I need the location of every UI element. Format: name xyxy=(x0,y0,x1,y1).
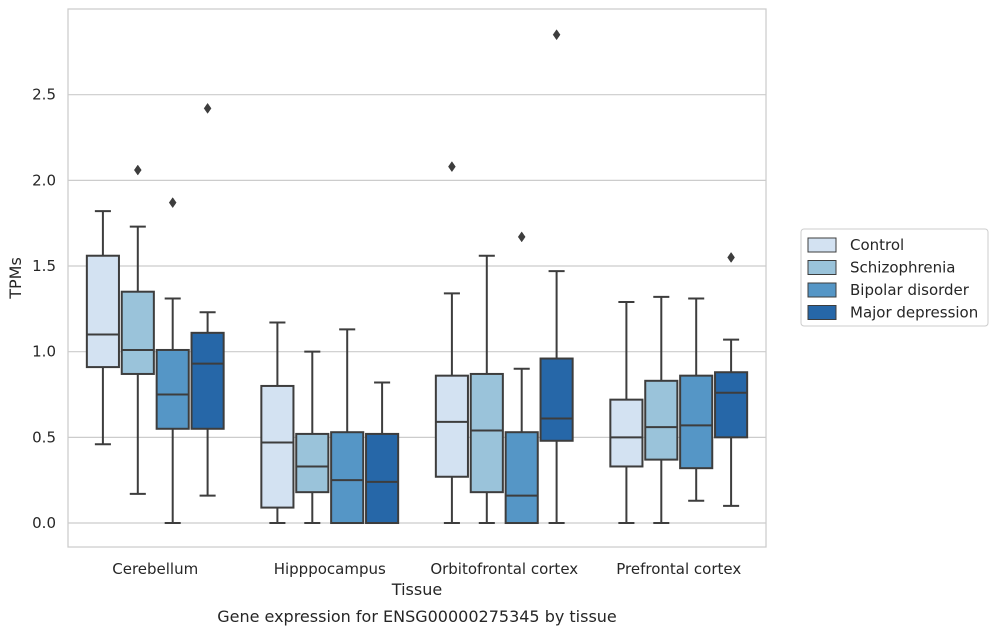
legend-label: Bipolar disorder xyxy=(850,281,970,299)
outlier-point xyxy=(448,161,456,173)
legend-swatch xyxy=(807,282,837,298)
box-bipolar-disorder xyxy=(679,297,714,502)
box-major-depression xyxy=(365,381,400,525)
y-tick-label: 0.5 xyxy=(32,428,56,446)
y-tick-label: 1.5 xyxy=(32,257,56,275)
iqr-box xyxy=(260,384,295,509)
iqr-box xyxy=(469,372,504,494)
y-tick-label: 1.0 xyxy=(32,343,56,361)
box-major-depression xyxy=(714,252,749,507)
legend-label: Schizophrenia xyxy=(850,259,955,277)
legend-swatch xyxy=(807,237,837,253)
legend-swatch xyxy=(807,305,837,320)
box-schizophrenia xyxy=(644,295,679,525)
legend-label: Major depression xyxy=(850,304,978,322)
box-bipolar-disorder xyxy=(504,231,539,525)
outlier-point xyxy=(203,102,212,114)
legend-frame xyxy=(800,228,989,327)
outlier-point xyxy=(517,231,526,243)
box-schizophrenia xyxy=(120,164,155,495)
box-bipolar-disorder xyxy=(155,197,190,525)
iqr-box xyxy=(679,374,714,470)
iqr-box xyxy=(365,432,400,525)
iqr-box xyxy=(609,398,644,468)
x-tick-label: Prefrontal cortex xyxy=(616,560,741,578)
box-schizophrenia xyxy=(469,254,504,525)
box-bipolar-disorder xyxy=(330,328,365,525)
x-tick-label: Cerebellum xyxy=(112,560,198,578)
iqr-box xyxy=(434,374,469,478)
y-tick-label: 0.0 xyxy=(32,514,56,532)
outlier-point xyxy=(168,197,177,209)
boxes xyxy=(85,29,749,525)
x-tick-labels: Cerebellum Hipppocampus Orbitofrontal cort… xyxy=(112,560,741,578)
iqr-box xyxy=(190,331,225,430)
y-tick-label: 2.0 xyxy=(32,171,56,189)
box-schizophrenia xyxy=(295,350,330,525)
legend: Control Schizophrenia Bipolar disorder Majo… xyxy=(800,228,989,327)
iqr-box xyxy=(714,371,749,439)
box-control xyxy=(260,321,295,525)
outlier-point xyxy=(727,252,735,263)
y-axis-label: TPMs xyxy=(6,257,25,300)
iqr-box xyxy=(120,290,155,375)
legend-swatch xyxy=(807,260,837,275)
box-control xyxy=(434,161,469,525)
iqr-box xyxy=(295,432,330,494)
iqr-box xyxy=(539,357,574,442)
x-tick-label: Orbitofrontal cortex xyxy=(430,560,578,578)
outlier-point xyxy=(133,164,142,176)
iqr-box xyxy=(155,348,190,430)
iqr-box xyxy=(644,379,679,461)
x-tick-label: Hipppocampus xyxy=(274,560,386,578)
chart-title: Gene expression for ENSG00000275345 by t… xyxy=(217,607,617,626)
legend-label: Control xyxy=(850,236,904,254)
iqr-box xyxy=(85,254,120,369)
plot-frame xyxy=(67,8,767,548)
iqr-box xyxy=(504,431,539,525)
y-tick-label: 2.5 xyxy=(32,86,56,104)
x-axis-label: Tissue xyxy=(391,580,442,599)
iqr-box xyxy=(330,431,365,525)
outlier-point xyxy=(552,29,561,41)
box-major-depression xyxy=(539,29,574,525)
y-tick-labels: 0.0 0.5 1.0 1.5 2.0 2.5 xyxy=(32,86,56,532)
box-major-depression xyxy=(190,102,225,497)
box-control xyxy=(609,300,644,525)
box-control xyxy=(85,210,120,446)
